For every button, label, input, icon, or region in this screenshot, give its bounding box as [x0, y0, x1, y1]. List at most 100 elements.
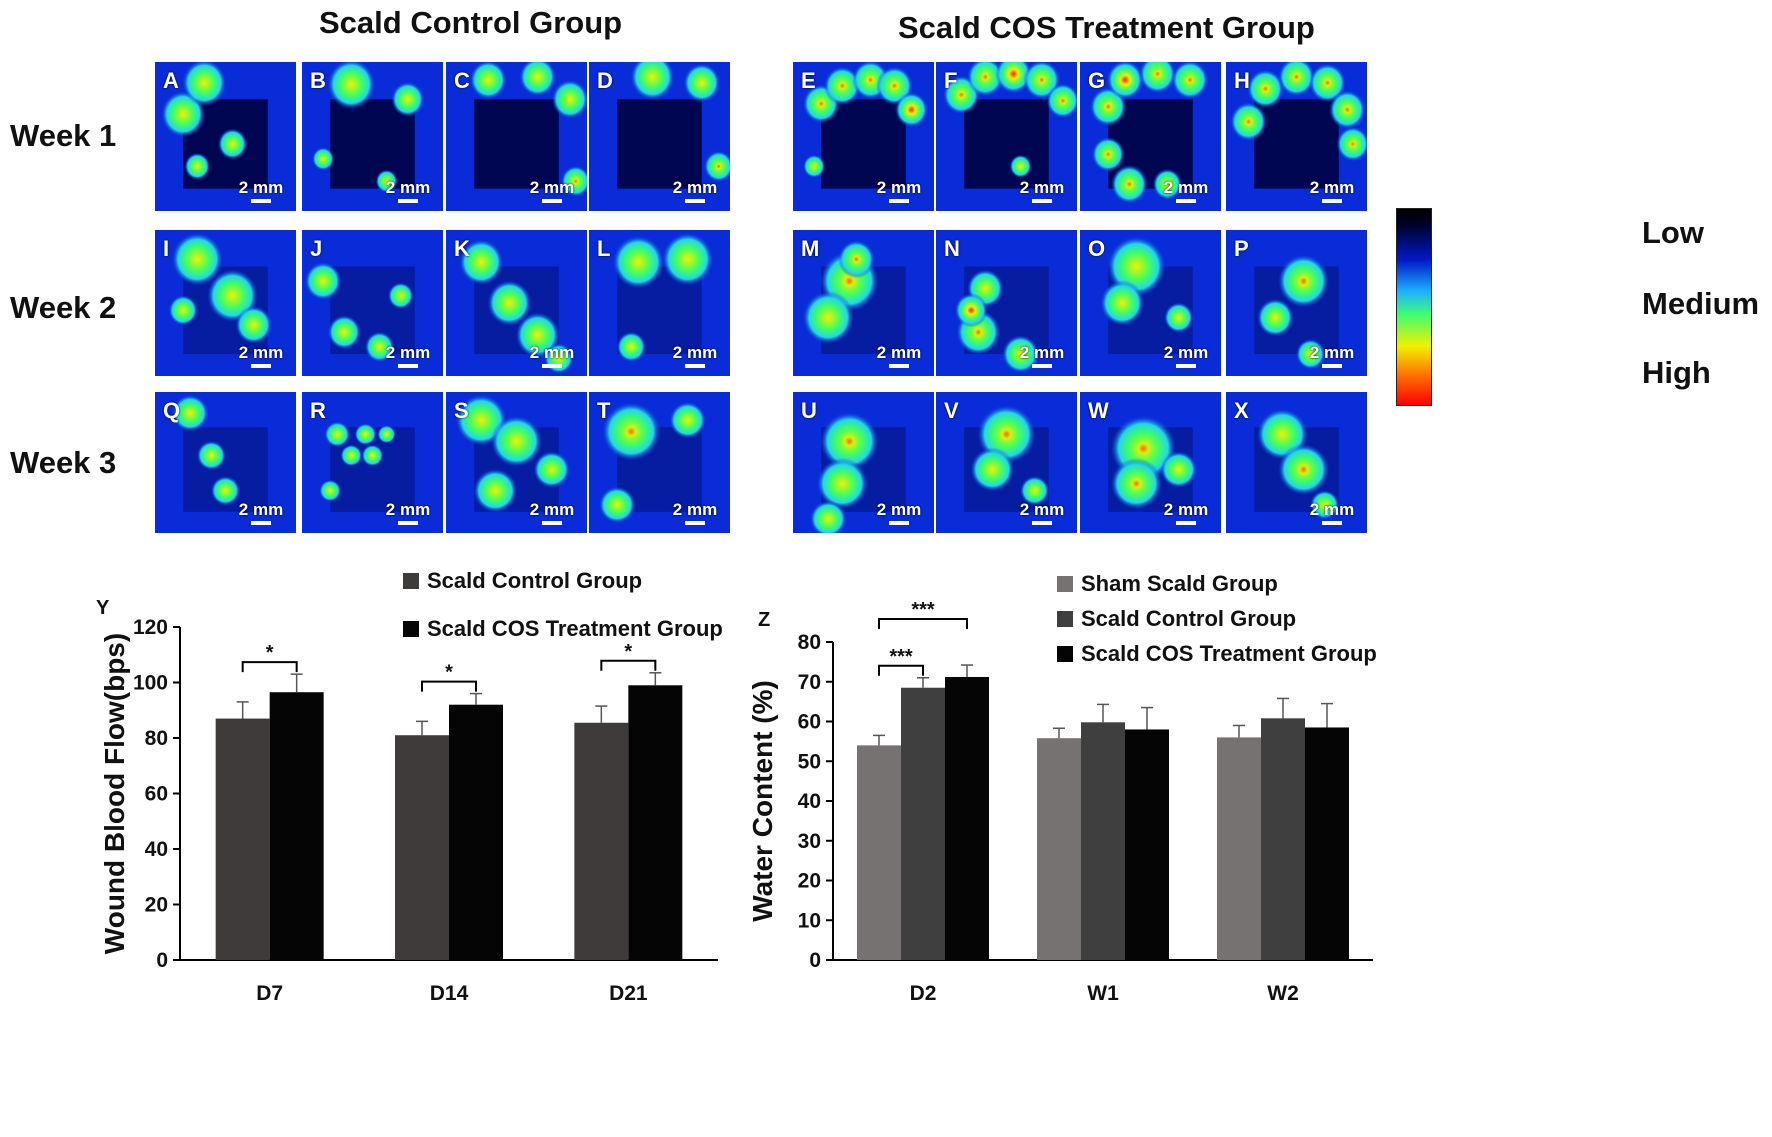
panel-letter: B [310, 68, 326, 93]
heatmap-panel-x: X 2 mm [1226, 392, 1367, 533]
legend-label: Scald Control Group [427, 568, 642, 593]
legend-swatch [403, 621, 419, 637]
panel-letter: I [163, 236, 170, 261]
x-tick-label: D14 [430, 982, 469, 1005]
scale-bar: 2 mm [527, 179, 577, 203]
panel-letter: K [454, 236, 470, 261]
x-tick-label: D21 [609, 982, 648, 1005]
scale-bar-line [1322, 199, 1342, 203]
chart-panel-label: Y [96, 597, 110, 619]
heatmap-panel-d: D 2 mm [589, 62, 730, 211]
bar [857, 745, 901, 960]
panel-letter: G [1088, 68, 1106, 93]
heatmap-image [589, 62, 730, 211]
y-tick-label: 80 [798, 631, 821, 654]
bar [574, 722, 629, 960]
y-tick-label: 10 [798, 909, 821, 932]
heatmap-panel-b: B 2 mm [302, 62, 443, 211]
panel-letter: N [944, 236, 960, 261]
scale-bar: 2 mm [874, 344, 924, 368]
panel-letter: J [310, 236, 323, 261]
heatmap-panel-u: U 2 mm [793, 392, 934, 533]
heatmap-image [793, 62, 934, 211]
scale-bar: 2 mm [1307, 344, 1357, 368]
panel-letter: O [1088, 236, 1106, 261]
scale-bar-line [1032, 364, 1052, 368]
scale-bar: 2 mm [1017, 344, 1067, 368]
panel-letter: P [1234, 236, 1249, 261]
panel-letter: L [597, 236, 611, 261]
scale-bar-label: 2 mm [1019, 500, 1065, 519]
panel-letter: A [163, 68, 179, 93]
bar [1261, 718, 1305, 960]
panel-letter: Q [163, 398, 181, 423]
colorbar-medium-label: Medium [1642, 286, 1760, 321]
bar [215, 718, 270, 960]
colorbar-low-label: Low [1642, 215, 1704, 250]
heatmap-image [446, 62, 587, 211]
y-tick-label: 30 [798, 830, 821, 853]
heatmap-image [589, 230, 730, 376]
heatmap-image [302, 392, 443, 533]
significance-label: * [445, 662, 453, 684]
scale-bar: 2 mm [1161, 344, 1211, 368]
heatmap-image [936, 230, 1077, 376]
scale-bar-line [251, 199, 271, 203]
scale-bar-label: 2 mm [1309, 178, 1355, 197]
panel-letter: W [1088, 398, 1109, 423]
panel-letter: F [944, 68, 958, 93]
heatmap-panel-t: T 2 mm [589, 392, 730, 533]
scale-bar: 2 mm [236, 344, 286, 368]
heatmap-panel-e: E 2 mm [793, 62, 934, 211]
legend-swatch [1057, 576, 1073, 592]
panel-letter: S [454, 398, 469, 423]
scale-bar-label: 2 mm [385, 500, 431, 519]
y-axis-label: Wound Blood Flow(bps) [99, 633, 130, 954]
heatmap-image [1226, 62, 1367, 211]
scale-bar: 2 mm [874, 179, 924, 203]
significance-bracket [878, 618, 968, 630]
significance-label: * [266, 642, 274, 664]
significance-bracket [878, 664, 924, 676]
scale-bar-label: 2 mm [672, 178, 718, 197]
heatmap-image [155, 230, 296, 376]
chart-panel-label: Z [758, 609, 770, 631]
scale-bar-line [542, 521, 562, 525]
bar [1217, 737, 1261, 960]
scale-bar-label: 2 mm [1019, 343, 1065, 362]
scale-bar-line [1032, 199, 1052, 203]
heatmap-image [446, 392, 587, 533]
y-tick-label: 80 [145, 727, 168, 750]
heatmap-panel-k: K 2 mm [446, 230, 587, 376]
chart-z: Z 0 10 20 30 40 50 60 70 80 Water Content (%) D2 W1 W… [747, 571, 1377, 1005]
x-tick-label: D7 [256, 982, 283, 1005]
scale-bar: 2 mm [383, 501, 433, 525]
heatmap-image [1226, 392, 1367, 533]
panel-letter: M [801, 236, 820, 261]
scale-bar-label: 2 mm [385, 343, 431, 362]
scale-bar-label: 2 mm [238, 500, 284, 519]
heatmap-image [936, 62, 1077, 211]
panel-letter: T [597, 398, 611, 423]
scale-bar-label: 2 mm [1019, 178, 1065, 197]
heatmap-panel-n: N 2 mm [936, 230, 1077, 376]
heatmap-panel-w: W 2 mm [1080, 392, 1221, 533]
heatmap-image [446, 230, 587, 376]
scale-bar-line [1322, 521, 1342, 525]
bar [901, 687, 945, 960]
heatmap-panel-j: J 2 mm [302, 230, 443, 376]
panel-letter: X [1234, 398, 1249, 423]
bar [945, 676, 989, 960]
panel-letter: H [1234, 68, 1250, 93]
scale-bar-label: 2 mm [1309, 343, 1355, 362]
panel-letter: V [944, 398, 959, 423]
bar [1305, 727, 1349, 960]
heatmap-panel-f: F 2 mm [936, 62, 1077, 211]
scale-bar: 2 mm [670, 344, 720, 368]
scale-bar: 2 mm [383, 179, 433, 203]
y-tick-label: 0 [156, 949, 168, 972]
scale-bar-line [542, 199, 562, 203]
y-tick-label: 40 [145, 838, 168, 861]
scale-bar: 2 mm [670, 501, 720, 525]
heatmap-image [302, 62, 443, 211]
